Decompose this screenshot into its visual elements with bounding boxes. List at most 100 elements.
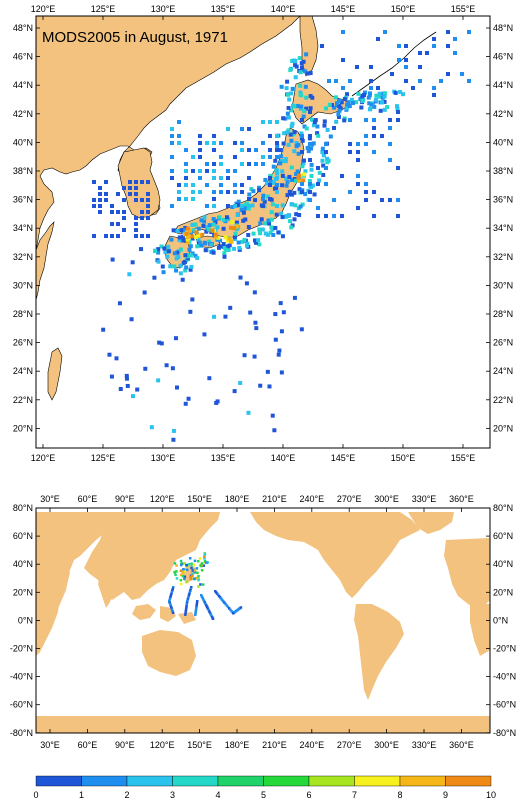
lat-label-left: 40°N bbox=[13, 137, 33, 147]
data-cell bbox=[354, 100, 359, 105]
data-cell bbox=[173, 562, 177, 565]
data-cell bbox=[170, 607, 173, 610]
lat-label-right: 48°N bbox=[493, 23, 513, 33]
data-cell bbox=[388, 118, 392, 122]
data-cell bbox=[257, 242, 262, 247]
data-cell bbox=[183, 575, 187, 578]
data-cell bbox=[258, 383, 263, 388]
data-cell bbox=[239, 208, 244, 213]
data-cell bbox=[202, 215, 207, 220]
data-cell bbox=[270, 202, 275, 207]
data-cell bbox=[372, 118, 376, 122]
data-cell bbox=[382, 94, 387, 99]
data-cell bbox=[184, 231, 189, 236]
data-cell bbox=[267, 384, 272, 389]
lat-label-right: 60°N bbox=[493, 531, 513, 541]
data-cell bbox=[98, 210, 102, 214]
colorbar: 0 1 2 3 4 5 6 7 8 9 10 bbox=[33, 775, 496, 800]
lat-label-right: -40°N bbox=[493, 672, 516, 682]
data-cell bbox=[322, 119, 327, 124]
data-cell bbox=[293, 75, 298, 80]
lat-label-right: 36°N bbox=[493, 195, 513, 205]
data-cell bbox=[297, 56, 302, 61]
data-cell bbox=[261, 120, 265, 124]
colorbar-label: 9 bbox=[443, 790, 448, 800]
data-cell bbox=[235, 212, 240, 217]
top-map-ticks: 120°E 120°E 125°E 125°E 130°E 130°E 135°E 135°E… bbox=[13, 4, 513, 463]
data-cell bbox=[311, 141, 316, 146]
data-cell bbox=[130, 260, 135, 265]
lat-label-right: 0°N bbox=[493, 615, 508, 625]
data-cell bbox=[128, 186, 132, 190]
lat-label-right: 46°N bbox=[493, 52, 513, 62]
data-cell bbox=[280, 215, 285, 220]
data-cell bbox=[197, 578, 200, 582]
data-cell bbox=[261, 197, 265, 201]
data-cell bbox=[263, 177, 268, 182]
data-cell bbox=[266, 194, 271, 199]
data-cell bbox=[362, 90, 367, 95]
data-cell bbox=[316, 133, 321, 138]
data-cell bbox=[171, 611, 175, 615]
data-cell bbox=[188, 228, 193, 233]
data-cell bbox=[313, 118, 318, 123]
data-cell bbox=[203, 555, 206, 558]
data-cell bbox=[300, 182, 304, 186]
data-cell bbox=[467, 79, 471, 83]
data-cell bbox=[377, 91, 382, 96]
data-cell bbox=[188, 592, 191, 596]
data-cell bbox=[308, 94, 313, 99]
data-cell bbox=[275, 143, 280, 148]
data-cell bbox=[261, 141, 265, 145]
data-cell bbox=[275, 134, 279, 138]
data-cell bbox=[191, 569, 194, 572]
data-cell bbox=[320, 146, 325, 151]
data-cell bbox=[213, 232, 218, 237]
data-cell bbox=[189, 575, 192, 579]
data-cell bbox=[174, 268, 179, 273]
data-cell bbox=[395, 106, 400, 111]
data-cell bbox=[285, 79, 290, 84]
data-cell bbox=[308, 158, 312, 162]
data-cell bbox=[378, 108, 383, 113]
data-cell bbox=[185, 563, 188, 567]
data-cell bbox=[183, 562, 187, 565]
data-cell bbox=[184, 176, 188, 180]
lat-label-right: 80°N bbox=[493, 503, 513, 513]
data-cell bbox=[124, 373, 129, 378]
data-cell bbox=[169, 594, 173, 597]
data-cell bbox=[192, 563, 196, 567]
data-cell bbox=[268, 120, 272, 124]
data-cell bbox=[325, 160, 330, 165]
data-cell bbox=[298, 204, 303, 209]
lat-label-left: 44°N bbox=[13, 80, 33, 90]
data-cell bbox=[104, 192, 108, 196]
data-cell bbox=[156, 247, 161, 252]
data-cell bbox=[177, 197, 181, 201]
data-cell bbox=[239, 606, 243, 609]
data-cell bbox=[156, 259, 161, 264]
data-cell bbox=[209, 242, 214, 247]
data-cell bbox=[345, 102, 350, 107]
data-cell bbox=[336, 114, 341, 119]
data-cell bbox=[196, 600, 199, 603]
data-cell bbox=[219, 183, 223, 187]
data-cell bbox=[212, 148, 216, 152]
data-cell bbox=[198, 141, 202, 145]
data-cell bbox=[404, 58, 408, 62]
data-cell bbox=[178, 247, 183, 252]
data-cell bbox=[372, 214, 376, 218]
data-cell bbox=[170, 127, 174, 131]
colorbar-segment bbox=[308, 775, 355, 787]
data-cell bbox=[327, 79, 331, 83]
data-cell bbox=[92, 234, 96, 238]
data-cell bbox=[194, 235, 199, 240]
data-cell bbox=[92, 204, 96, 208]
data-cell bbox=[205, 604, 208, 607]
data-cell bbox=[285, 130, 290, 135]
data-cell bbox=[223, 247, 228, 252]
data-cell bbox=[212, 314, 217, 319]
data-cell bbox=[242, 237, 247, 242]
data-cell bbox=[261, 193, 266, 198]
data-cell bbox=[143, 366, 148, 371]
